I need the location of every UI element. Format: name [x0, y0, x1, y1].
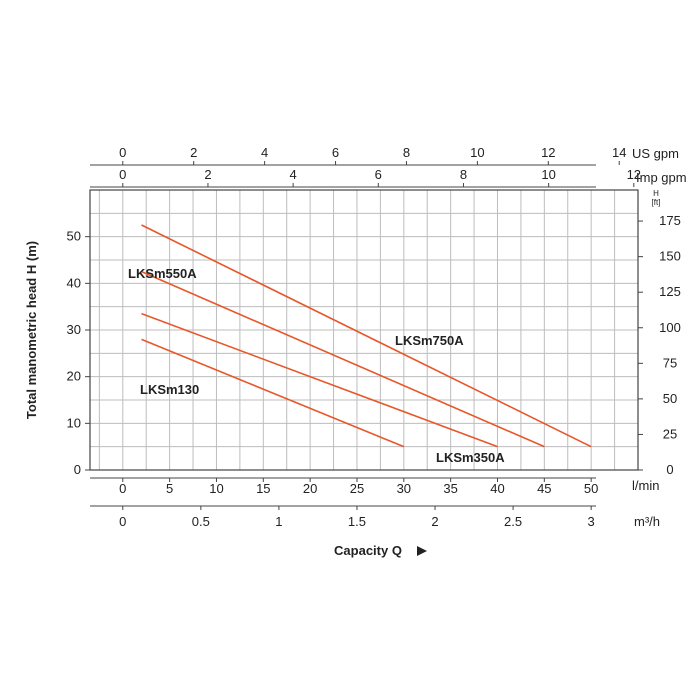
- series-line-lksm350a: [141, 312, 498, 448]
- lmin-tick-label: 20: [303, 481, 317, 496]
- lmin-tick-label: 35: [443, 481, 457, 496]
- lmin-tick-label: 40: [490, 481, 504, 496]
- m3h-tick-label: 3: [588, 514, 595, 529]
- m3h-tick-label: 1: [275, 514, 282, 529]
- lmin-tick-label: 15: [256, 481, 270, 496]
- y-right-tick-label: 100: [659, 320, 681, 335]
- us-gpm-tick-label: 10: [470, 145, 484, 160]
- m3h-tick-label: 2.5: [504, 514, 522, 529]
- y-right-tick-label: 175: [659, 213, 681, 228]
- y-right-tick-label: 0: [666, 462, 673, 477]
- arrow-right-icon: [417, 546, 427, 556]
- series-label-lksm350a: LKSm350A: [436, 450, 505, 465]
- y-right-tick-label: 150: [659, 249, 681, 264]
- m3h-unit-label: m³/h: [634, 514, 660, 529]
- imp-gpm-tick-label: 8: [460, 167, 467, 182]
- series-line-lksm130: [141, 338, 405, 448]
- y-right-axis-title: H: [653, 189, 659, 198]
- y-right-tick-label: 50: [663, 391, 677, 406]
- lmin-tick-label: 5: [166, 481, 173, 496]
- m3h-tick-label: 2: [431, 514, 438, 529]
- m3h-tick-label: 0.5: [192, 514, 210, 529]
- series-line-lksm550a: [141, 270, 545, 448]
- imp-gpm-tick-label: 12: [627, 167, 641, 182]
- us-gpm-unit-label: US gpm: [632, 146, 679, 161]
- y-axis-title: Total manometric head H (m): [24, 241, 39, 419]
- imp-gpm-tick-label: 6: [375, 167, 382, 182]
- us-gpm-tick-label: 6: [332, 145, 339, 160]
- m3h-tick-label: 1.5: [348, 514, 366, 529]
- lmin-unit-label: l/min: [632, 478, 659, 493]
- us-gpm-tick-label: 4: [261, 145, 268, 160]
- y-right-tick-label: 125: [659, 284, 681, 299]
- y-left-tick-label: 40: [67, 275, 81, 290]
- imp-gpm-tick-label: 2: [204, 167, 211, 182]
- y-right-axis-unit: [ft]: [652, 198, 661, 207]
- lmin-tick-label: 50: [584, 481, 598, 496]
- series-label-lksm750a: LKSm750A: [395, 333, 464, 348]
- us-gpm-tick-label: 12: [541, 145, 555, 160]
- lmin-tick-label: 0: [119, 481, 126, 496]
- imp-gpm-tick-label: 10: [541, 167, 555, 182]
- us-gpm-tick-label: 8: [403, 145, 410, 160]
- m3h-tick-label: 0: [119, 514, 126, 529]
- y-left-tick-label: 0: [74, 462, 81, 477]
- y-left-tick-label: 10: [67, 415, 81, 430]
- us-gpm-tick-label: 2: [190, 145, 197, 160]
- series-label-lksm130: LKSm130: [140, 382, 199, 397]
- y-left-tick-label: 30: [67, 322, 81, 337]
- lmin-tick-label: 45: [537, 481, 551, 496]
- lmin-tick-label: 25: [350, 481, 364, 496]
- lmin-tick-label: 30: [397, 481, 411, 496]
- y-left-tick-label: 20: [67, 369, 81, 384]
- x-axis-title: Capacity Q: [334, 543, 402, 558]
- lmin-tick-label: 10: [209, 481, 223, 496]
- series-line-lksm750a: [141, 224, 592, 448]
- y-right-tick-label: 25: [663, 426, 677, 441]
- series-label-lksm550a: LKSm550A: [128, 266, 197, 281]
- y-left-tick-label: 50: [67, 229, 81, 244]
- y-right-tick-label: 75: [663, 355, 677, 370]
- imp-gpm-tick-label: 0: [119, 167, 126, 182]
- imp-gpm-tick-label: 4: [290, 167, 297, 182]
- us-gpm-tick-label: 0: [119, 145, 126, 160]
- us-gpm-tick-label: 14: [612, 145, 626, 160]
- imp-gpm-unit-label: Imp gpm: [636, 170, 687, 185]
